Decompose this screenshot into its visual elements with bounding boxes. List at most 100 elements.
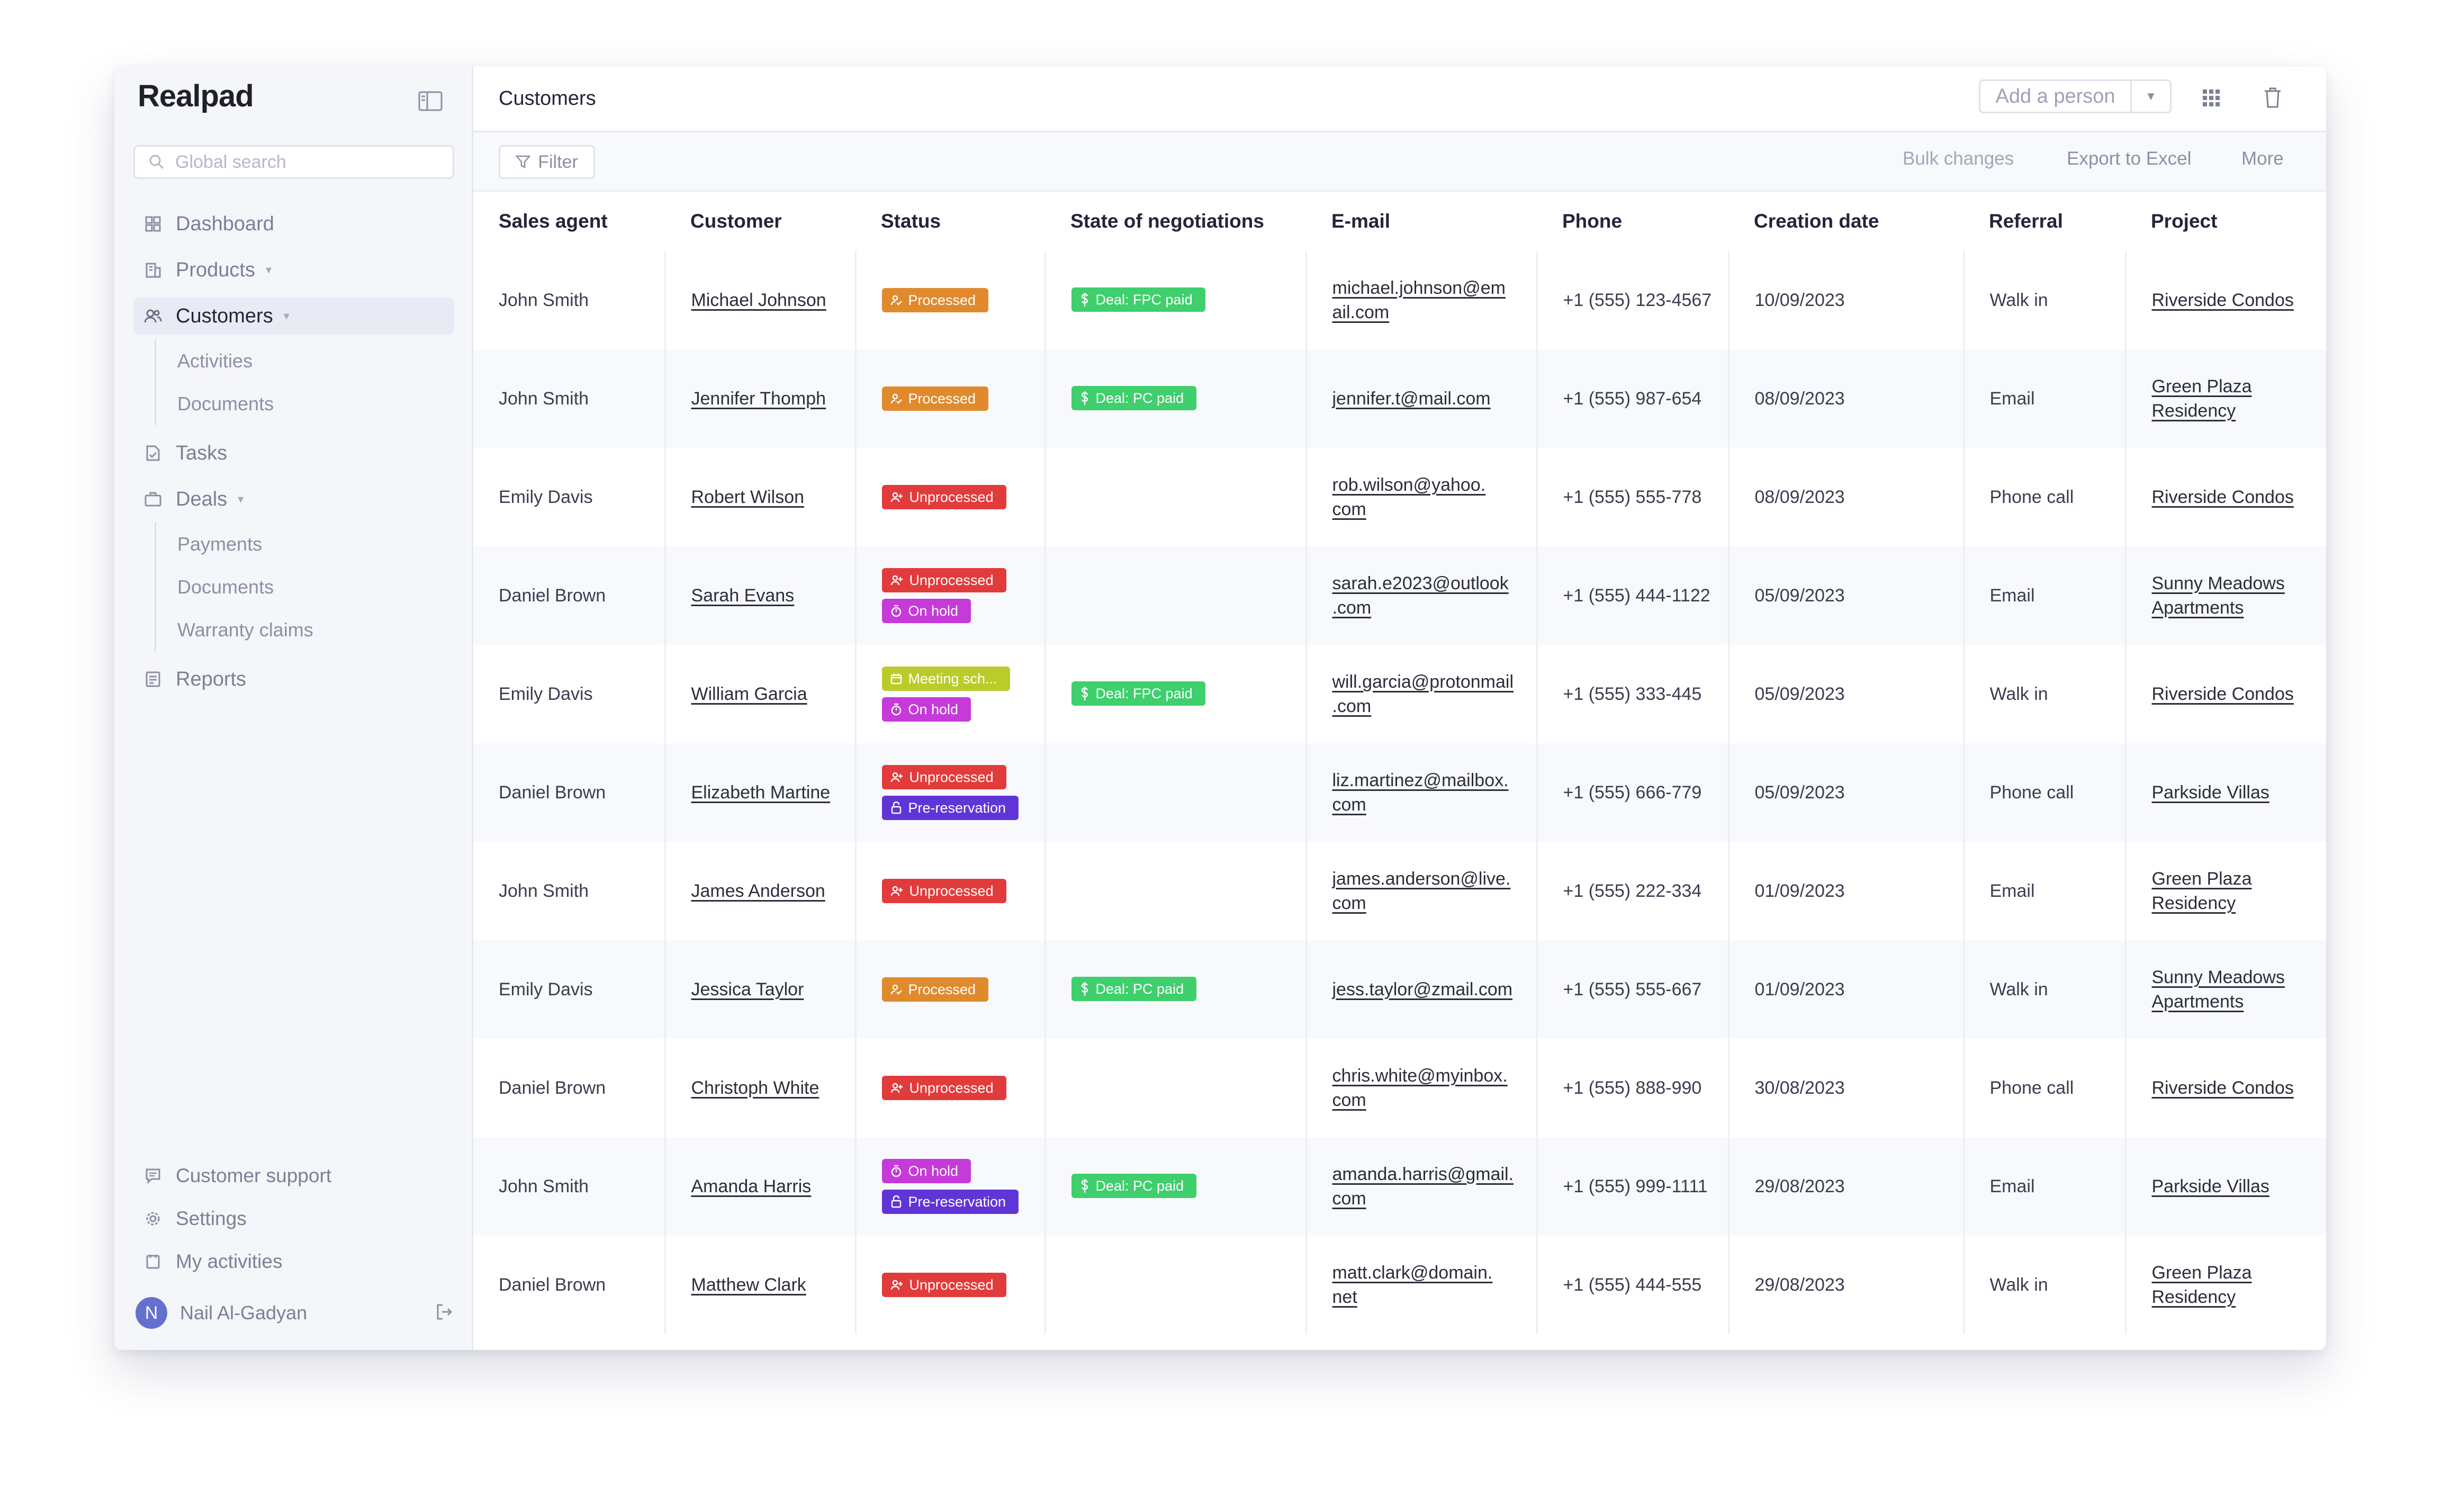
email-link[interactable]: liz.martinez@mailbox. com xyxy=(1332,770,1509,815)
cell-negotiations xyxy=(1044,842,1306,940)
project-link[interactable]: Parkside Villas xyxy=(2152,782,2269,803)
customer-link[interactable]: Amanda Harris xyxy=(691,1176,812,1196)
project-link[interactable]: Sunny Meadows Apartments xyxy=(2152,573,2285,618)
grid-view-button[interactable] xyxy=(2197,84,2226,112)
project-link[interactable]: Riverside Condos xyxy=(2152,290,2294,310)
email-link[interactable]: matt.clark@domain. net xyxy=(1332,1263,1493,1307)
customer-link[interactable]: Christoph White xyxy=(691,1078,819,1098)
export-excel-button[interactable]: Export to Excel xyxy=(2067,148,2192,169)
table-row[interactable]: Daniel Brown Christoph White Unprocessed ch… xyxy=(473,1039,2326,1137)
cell-phone: +1 (555) 123-4567 xyxy=(1536,251,1728,349)
customer-link[interactable]: Sarah Evans xyxy=(691,586,795,606)
project-line: Sunny Meadows xyxy=(2151,573,2285,593)
nav-item-tasks[interactable]: Tasks xyxy=(133,435,454,472)
nav-item-warranty-claims[interactable]: Warranty claims xyxy=(177,618,313,641)
customer-link[interactable]: Jessica Taylor xyxy=(691,979,804,1000)
nav-item-my-activities[interactable]: My activities xyxy=(133,1243,454,1280)
project-link[interactable]: Green Plaza Residency xyxy=(2152,869,2252,913)
customer-link[interactable]: James Anderson xyxy=(691,881,825,901)
column-header-email[interactable]: E-mail xyxy=(1331,210,1391,232)
customer-link[interactable]: Robert Wilson xyxy=(691,487,805,507)
add-person-dropdown[interactable]: ▼ xyxy=(2132,81,2170,112)
email-link[interactable]: chris.white@myinbox. com xyxy=(1332,1066,1508,1110)
customer-link[interactable]: William Garcia xyxy=(691,684,807,704)
global-search-input[interactable] xyxy=(174,151,430,173)
project-link[interactable]: Riverside Condos xyxy=(2152,487,2294,507)
nav-label: Dashboard xyxy=(176,212,274,235)
nav-item-dashboard[interactable]: Dashboard xyxy=(133,205,454,242)
bulk-changes-button[interactable]: Bulk changes xyxy=(1903,148,2014,169)
nav-item-reports[interactable]: Reports xyxy=(133,661,454,698)
cell-email: matt.clark@domain. net xyxy=(1305,1236,1537,1334)
table-row[interactable]: John Smith Michael Johnson Processed Deal: … xyxy=(473,251,2326,349)
sidebar-collapse-button[interactable] xyxy=(416,87,445,115)
filter-button[interactable]: Filter xyxy=(499,145,595,179)
cell-negotiations xyxy=(1044,1236,1306,1334)
project-link[interactable]: Riverside Condos xyxy=(2152,684,2294,704)
customer-link[interactable]: Elizabeth Martine xyxy=(691,782,831,803)
nav-item-deals[interactable]: Deals ▾ xyxy=(133,481,454,518)
email-link[interactable]: amanda.harris@gmail. com xyxy=(1332,1164,1514,1209)
nav-item-deal-documents[interactable]: Documents xyxy=(177,575,274,598)
email-link[interactable]: james.anderson@live. com xyxy=(1332,869,1511,913)
project-link[interactable]: Green Plaza Residency xyxy=(2152,1263,2252,1307)
filter-icon xyxy=(516,155,531,169)
nav-item-activities[interactable]: Activities xyxy=(177,349,253,372)
table-row[interactable]: John Smith Jennifer Thomph Processed Deal: … xyxy=(473,349,2326,448)
nav-item-products[interactable]: Products ▾ xyxy=(133,251,454,289)
customer-link[interactable]: Michael Johnson xyxy=(691,290,826,310)
table-row[interactable]: Emily Davis William Garcia Meeting sch... O… xyxy=(473,645,2326,743)
project-link[interactable]: Parkside Villas xyxy=(2152,1176,2269,1196)
column-header-referral[interactable]: Referral xyxy=(1989,210,2063,232)
deal-badge-label: Deal: PC paid xyxy=(1095,1178,1184,1194)
email-link[interactable]: michael.johnson@em ail.com xyxy=(1332,278,1506,322)
nav-item-customer-documents[interactable]: Documents xyxy=(177,392,274,415)
project-link[interactable]: Green Plaza Residency xyxy=(2152,376,2252,421)
email-link[interactable]: rob.wilson@yahoo. com xyxy=(1332,475,1486,519)
status-badges: Unprocessed xyxy=(881,879,1044,903)
column-header-negotiations[interactable]: State of negotiations xyxy=(1070,210,1264,232)
email-link[interactable]: will.garcia@protonmail .com xyxy=(1332,672,1514,716)
status-badge-label: Unprocessed xyxy=(909,769,994,785)
table-row[interactable]: John Smith Amanda Harris On hold Pre-reserv… xyxy=(473,1137,2326,1236)
cell-referral: Phone call xyxy=(1962,448,2125,546)
table-row[interactable]: Emily Davis Robert Wilson Unprocessed rob.w… xyxy=(473,448,2326,546)
cell-phone: +1 (555) 555-778 xyxy=(1536,448,1728,546)
add-person-button[interactable]: Add a person xyxy=(1980,81,2132,112)
column-header-phone[interactable]: Phone xyxy=(1562,210,1623,232)
more-button[interactable]: More xyxy=(2241,148,2284,169)
calendar-icon xyxy=(890,673,902,685)
column-header-creation-date[interactable]: Creation date xyxy=(1754,210,1879,232)
nav-item-settings[interactable]: Settings xyxy=(133,1200,454,1237)
customer-link[interactable]: Matthew Clark xyxy=(691,1275,806,1295)
project-link[interactable]: Riverside Condos xyxy=(2152,1078,2294,1098)
cell-email: sarah.e2023@outlook .com xyxy=(1305,546,1537,645)
email-link[interactable]: jess.taylor@zmail.com xyxy=(1332,979,1513,1000)
column-header-sales-agent[interactable]: Sales agent xyxy=(499,210,608,232)
table-row[interactable]: Daniel Brown Elizabeth Martine Unprocessed… xyxy=(473,743,2326,842)
nav-item-payments[interactable]: Payments xyxy=(177,533,263,555)
cell-status: Processed xyxy=(854,251,1045,349)
user-profile[interactable]: N Nail Al-Gadyan xyxy=(136,1296,453,1330)
table-row[interactable]: Daniel Brown Matthew Clark Unprocessed matt… xyxy=(473,1236,2326,1334)
table-row[interactable]: John Smith James Anderson Unprocessed james… xyxy=(473,842,2326,940)
table-row[interactable]: Emily Davis Jessica Taylor Processed Deal: … xyxy=(473,940,2326,1039)
email-link[interactable]: sarah.e2023@outlook .com xyxy=(1332,573,1509,618)
nav-item-customer-support[interactable]: Customer support xyxy=(133,1157,454,1194)
project-link[interactable]: Sunny Meadows Apartments xyxy=(2152,967,2285,1012)
user-plus-icon xyxy=(890,1280,903,1290)
nav-item-customers[interactable]: Customers ▾ xyxy=(133,298,454,335)
global-search[interactable] xyxy=(133,145,454,179)
email-link[interactable]: jennifer.t@mail.com xyxy=(1332,389,1491,409)
column-header-status[interactable]: Status xyxy=(881,210,941,232)
deal-badge: Deal: PC paid xyxy=(1071,386,1197,410)
delete-button[interactable] xyxy=(2258,84,2287,112)
column-header-project[interactable]: Project xyxy=(2151,210,2218,232)
cell-project: Riverside Condos xyxy=(2124,645,2326,743)
customer-link[interactable]: Jennifer Thomph xyxy=(691,389,826,409)
column-header-customer[interactable]: Customer xyxy=(690,210,782,232)
table-row[interactable]: Daniel Brown Sarah Evans Unprocessed On hol… xyxy=(473,546,2326,645)
cell-negotiations: Deal: PC paid xyxy=(1044,940,1306,1039)
logout-button[interactable] xyxy=(435,1303,453,1324)
cell-email: jess.taylor@zmail.com xyxy=(1305,940,1537,1039)
